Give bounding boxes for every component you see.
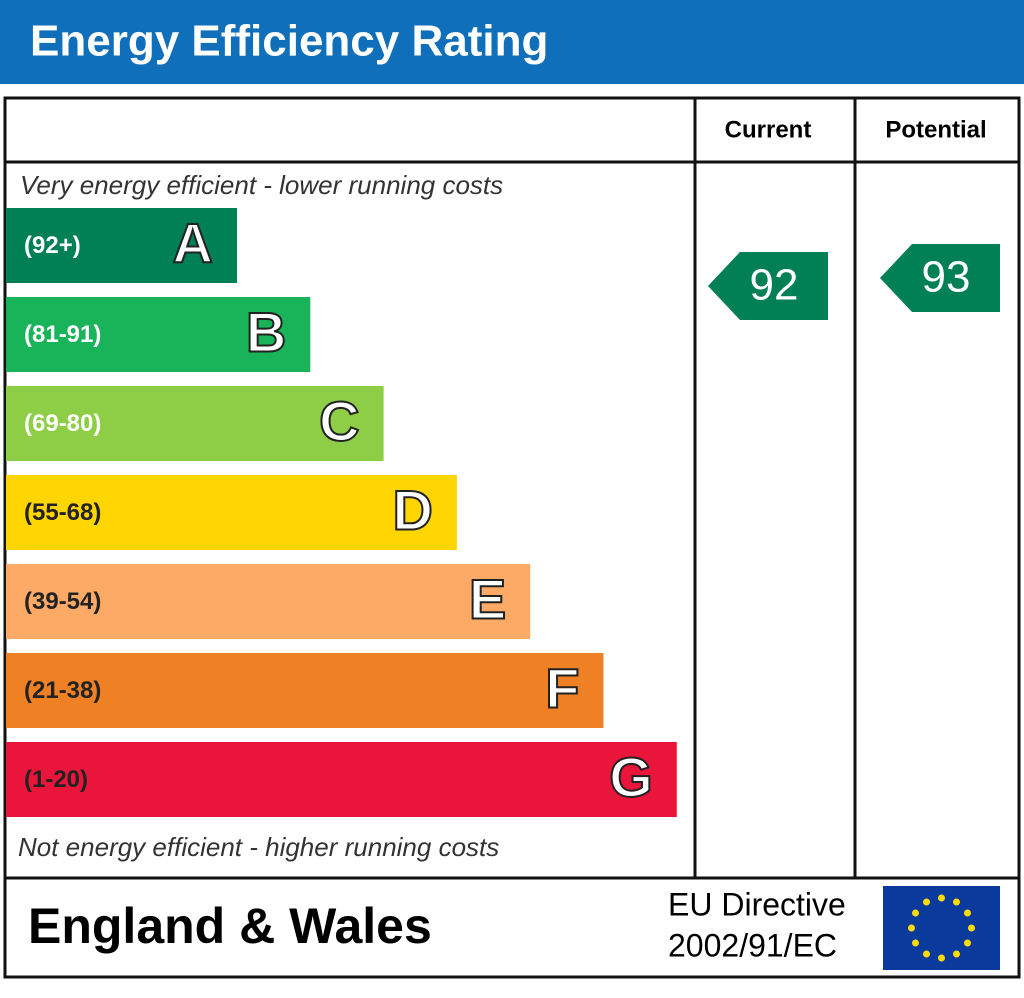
- eu-star: [912, 909, 920, 917]
- band-range: (81-91): [24, 321, 101, 348]
- band-range: (69-80): [24, 410, 101, 437]
- eu-star: [968, 924, 975, 932]
- band-letter: E: [469, 567, 506, 630]
- column-header: Potential: [885, 116, 986, 143]
- title: Energy Efficiency Rating: [30, 17, 548, 66]
- eu-star: [908, 924, 915, 932]
- potential-arrow: [880, 244, 1000, 312]
- band: [6, 742, 677, 817]
- band-letter: F: [545, 656, 579, 719]
- band-range: (21-38): [24, 677, 101, 704]
- band-letter: D: [392, 478, 432, 541]
- bands: (92+) A (81-91) B (69-80) C (55-68) D (39-54) E (2…: [6, 208, 677, 817]
- eu-star: [953, 898, 960, 906]
- bottom-note: Not energy efficient - higher running co…: [18, 832, 499, 862]
- band-letter: C: [319, 389, 359, 452]
- band-letter: A: [173, 211, 213, 274]
- top-note: Very energy efficient - lower running co…: [20, 170, 503, 200]
- eu-stars: [908, 894, 975, 962]
- band-letter: G: [609, 745, 653, 808]
- eu-star: [953, 950, 960, 958]
- eu-star: [938, 954, 945, 962]
- band-range: (55-68): [24, 499, 101, 526]
- eu-star: [938, 894, 945, 902]
- potential-rating: 93: [922, 253, 971, 302]
- current-rating: 92: [750, 261, 799, 310]
- frame: [3, 96, 1021, 979]
- region: England & Wales: [28, 898, 432, 954]
- band-range: (1-20): [24, 766, 88, 793]
- eu-star: [912, 939, 920, 947]
- band-letter: B: [246, 300, 286, 363]
- band-range: (92+): [24, 232, 81, 259]
- band-range: (39-54): [24, 588, 101, 615]
- band: [6, 208, 237, 283]
- band: [6, 386, 384, 461]
- column-header: Current: [725, 116, 812, 143]
- eu-star: [923, 898, 930, 906]
- directive: 2002/91/EC: [668, 927, 837, 963]
- band: [6, 297, 311, 372]
- title-bar: [0, 0, 1024, 84]
- eu-star: [923, 950, 930, 958]
- eu-star: [963, 939, 971, 947]
- band: [6, 475, 457, 550]
- band: [6, 564, 531, 639]
- current-arrow: [708, 252, 828, 320]
- eu-star: [963, 909, 971, 917]
- directive: EU Directive: [668, 886, 846, 922]
- band: [6, 653, 604, 728]
